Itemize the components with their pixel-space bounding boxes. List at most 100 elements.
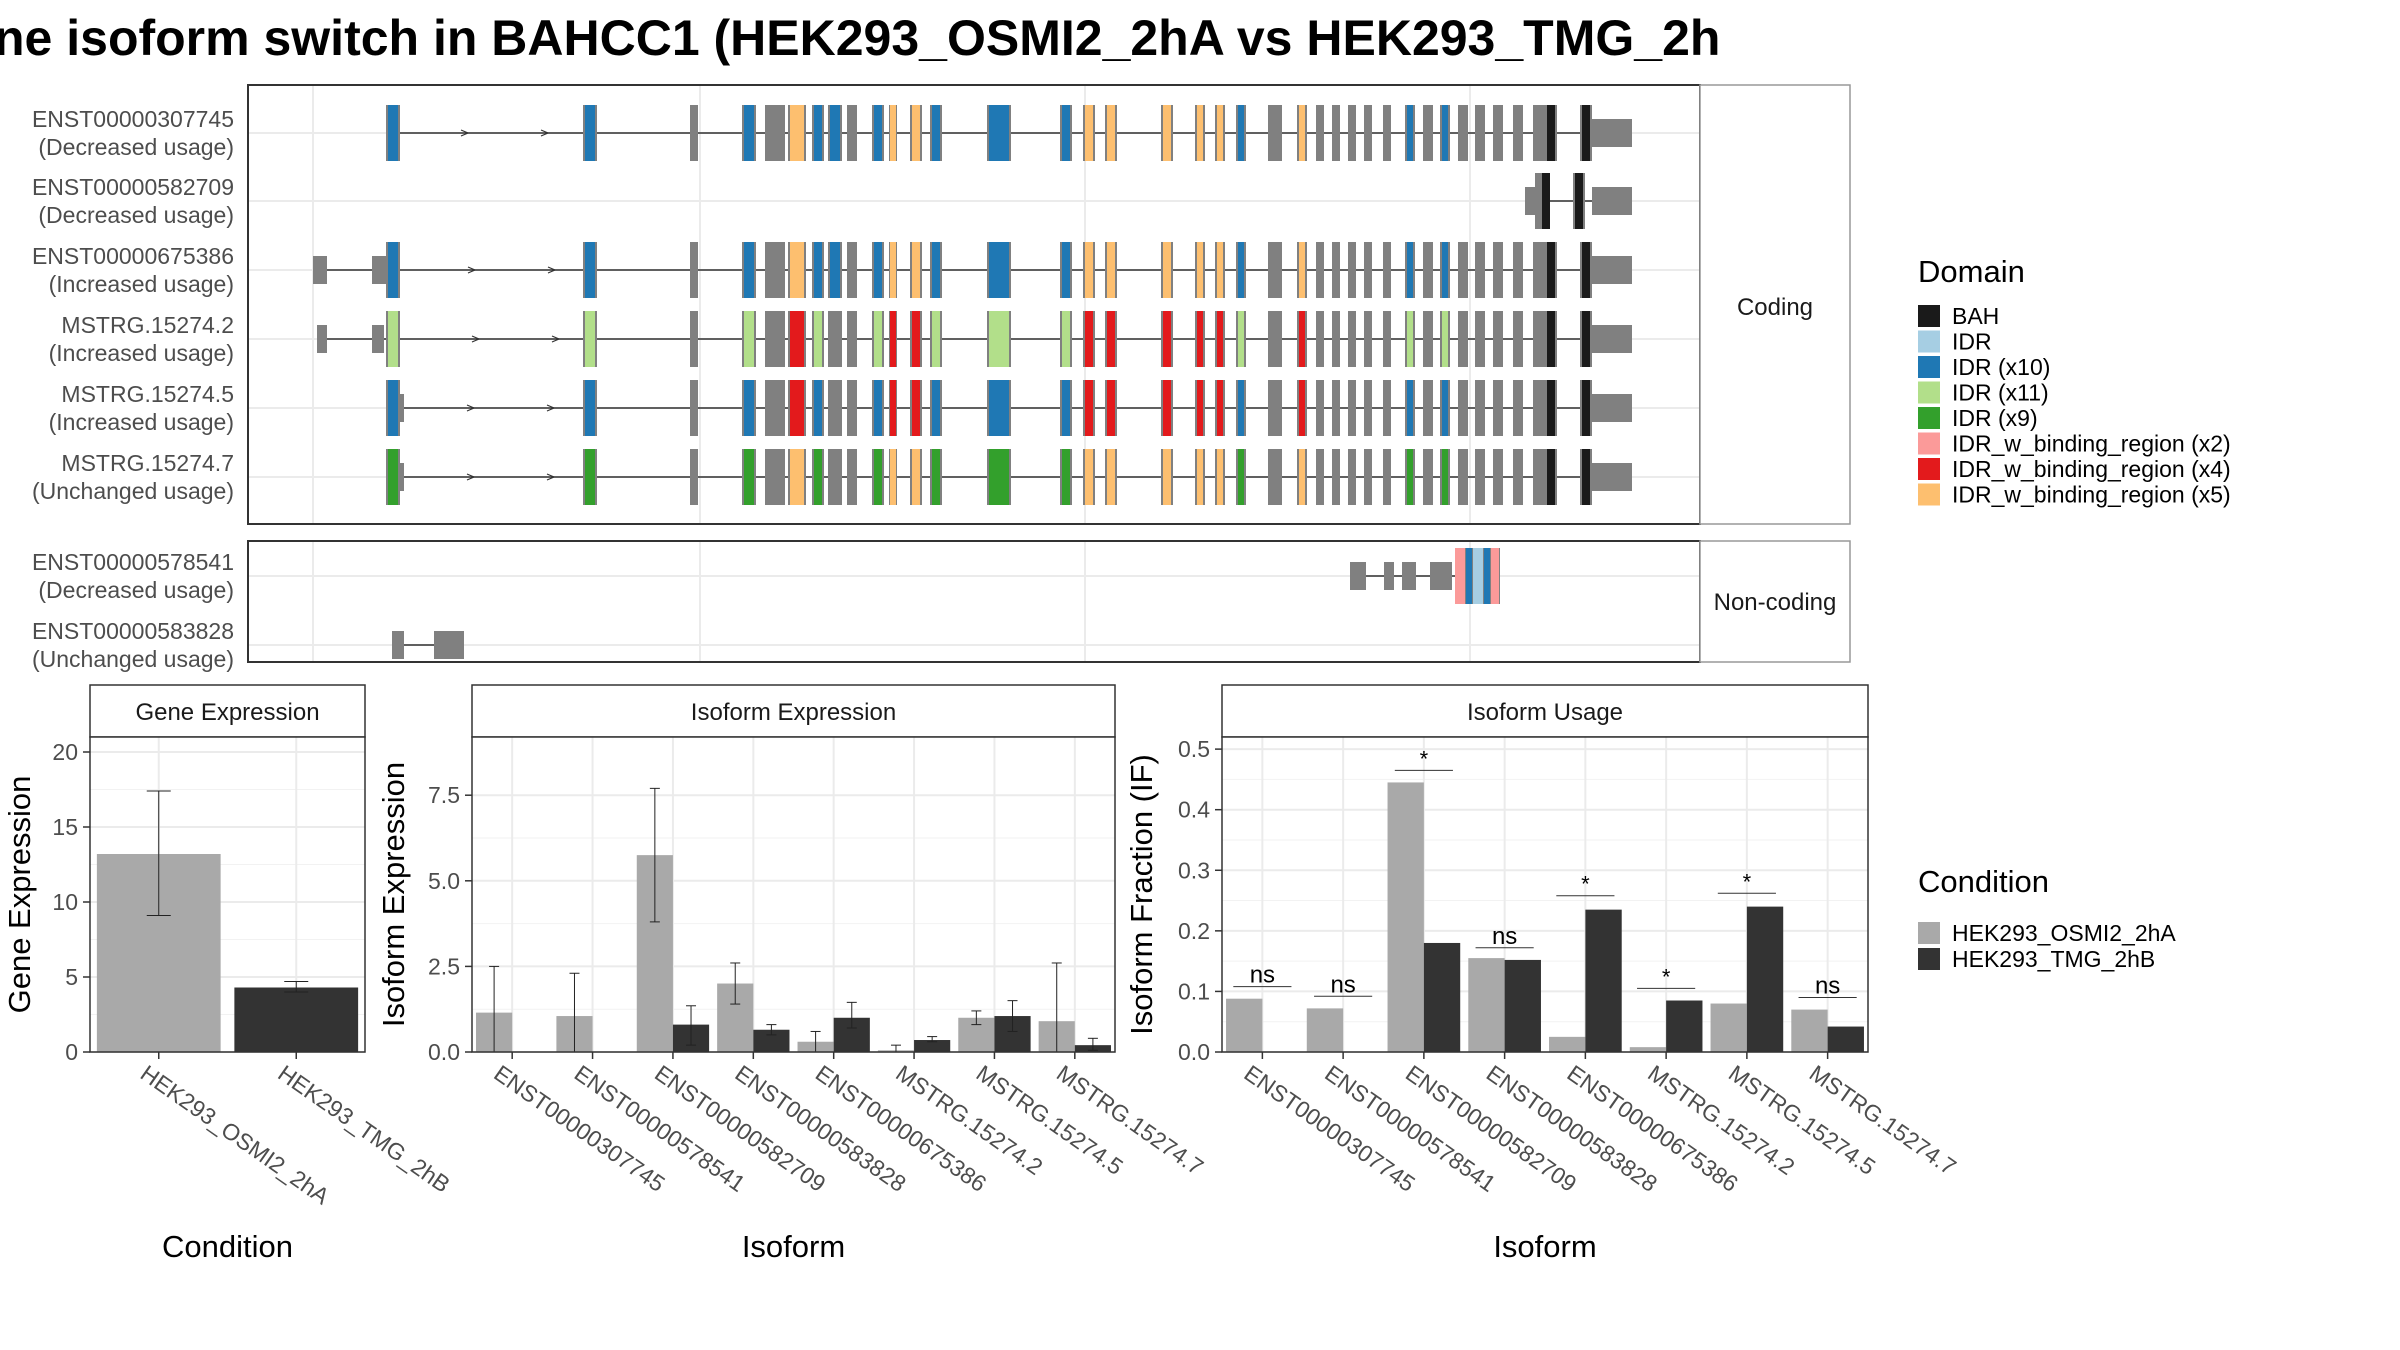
exon (1268, 449, 1282, 505)
exon (1423, 105, 1433, 161)
bar (1827, 1026, 1864, 1052)
noncoding-strip (1699, 540, 1851, 663)
domain-segment (1238, 449, 1244, 505)
isoform-expression-chart: Isoform Expression0.02.55.07.5ENST000003… (376, 684, 1208, 1264)
legend-swatch (1918, 483, 1940, 506)
exon (1383, 105, 1391, 161)
bah-domain (1582, 242, 1590, 298)
y-tick-label: 0 (65, 1039, 78, 1065)
transcript-usage-label: (Unchanged usage) (32, 478, 234, 504)
transcript-model (313, 242, 1632, 298)
exon (1533, 242, 1545, 298)
domain-segment (1107, 242, 1115, 298)
x-tick-label: MSTRG.15274.7 (1805, 1060, 1961, 1180)
exon (1348, 380, 1356, 436)
exon (1364, 380, 1372, 436)
bar (1306, 1008, 1344, 1052)
bah-domain (1542, 173, 1550, 229)
domain-segment (1062, 105, 1070, 161)
domain-segment (1197, 449, 1203, 505)
bah-domain (1582, 380, 1590, 436)
exon (313, 256, 327, 284)
exon (1475, 311, 1485, 367)
domain-segment (1163, 105, 1171, 161)
domain-segment (814, 380, 822, 436)
legend-swatch (1918, 356, 1940, 378)
domain-segment (1238, 242, 1244, 298)
bar (914, 1040, 951, 1052)
domain-segment (890, 311, 896, 367)
exon (1348, 311, 1356, 367)
exon (765, 380, 785, 436)
legend-label: HEK293_OSMI2_2hA (1952, 920, 2176, 946)
exon (392, 631, 404, 659)
domain-segment (1107, 105, 1115, 161)
domain-segment (814, 449, 822, 505)
domain-segment (1217, 105, 1223, 161)
domain-segment (388, 105, 398, 161)
plot-border (471, 736, 1116, 1053)
exon (1364, 311, 1372, 367)
transcript-id-label: MSTRG.15274.2 (61, 312, 234, 338)
exon (1383, 380, 1391, 436)
domain-segment (585, 449, 595, 505)
exon (1383, 449, 1391, 505)
domain-segment (1407, 449, 1413, 505)
domain-segment (388, 380, 398, 436)
exon (1348, 105, 1356, 161)
legend-label: IDR_w_binding_region (x2) (1952, 431, 2231, 457)
domain-segment (1442, 242, 1448, 298)
domain-segment (1197, 380, 1203, 436)
domain-segment (585, 105, 595, 161)
domain-segment (1163, 242, 1171, 298)
y-tick-label: 15 (52, 814, 78, 840)
legend-swatch (1918, 922, 1940, 944)
utr-3prime (1592, 119, 1632, 147)
utr-3prime (1592, 325, 1632, 353)
significance-label: ns (1492, 923, 1517, 950)
domain-segment (585, 242, 595, 298)
bar (1468, 958, 1505, 1052)
exon (847, 380, 857, 436)
x-tick-label: MSTRG.15274.5 (972, 1060, 1128, 1180)
domain-segment (585, 311, 595, 367)
domain-segment (890, 449, 896, 505)
bar (1791, 1009, 1828, 1052)
bar (1549, 1036, 1586, 1052)
exon (1268, 380, 1282, 436)
domain-segment (1217, 311, 1223, 367)
domain-segment (1085, 311, 1093, 367)
domain-segment (1442, 449, 1448, 505)
exon (1458, 311, 1468, 367)
transcript-rows (313, 105, 1632, 659)
transcript-id-label: ENST00000578541 (32, 549, 234, 575)
domain-segment (1238, 380, 1244, 436)
bah-domain (1547, 242, 1555, 298)
strand-arrow (551, 335, 561, 343)
domain-segment (1455, 548, 1465, 604)
exon (1423, 311, 1433, 367)
utr-3prime (1592, 394, 1632, 422)
domain-segment (932, 311, 940, 367)
bah-domain (1547, 449, 1555, 505)
legend-label: HEK293_TMG_2hB (1952, 946, 2155, 972)
transcript-labels: ENST00000307745(Decreased usage)ENST0000… (32, 106, 234, 672)
domain-segment (388, 311, 398, 367)
bar (1746, 906, 1784, 1052)
domain-segment (1217, 449, 1223, 505)
domain-segment (1442, 105, 1448, 161)
domain-segment (790, 242, 804, 298)
domain-segment (1299, 105, 1305, 161)
plot-border (1221, 736, 1869, 1053)
transcript-model (386, 449, 1632, 505)
isoform-usage-chart: Isoform Usage0.00.10.20.30.40.5nsENST000… (1124, 684, 1961, 1264)
significance-label: * (1743, 869, 1752, 894)
domain-segment (932, 105, 940, 161)
domain-segment (874, 311, 882, 367)
panel-title: Gene Expression (135, 699, 319, 726)
y-axis-title: Isoform Fraction (IF) (1124, 754, 1159, 1035)
x-tick-label: MSTRG.15274.7 (1052, 1060, 1208, 1180)
exon (690, 380, 698, 436)
